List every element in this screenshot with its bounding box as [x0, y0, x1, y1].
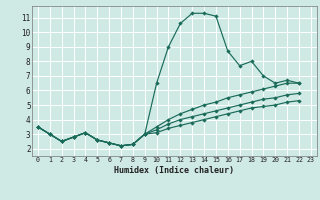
X-axis label: Humidex (Indice chaleur): Humidex (Indice chaleur) — [115, 166, 234, 175]
